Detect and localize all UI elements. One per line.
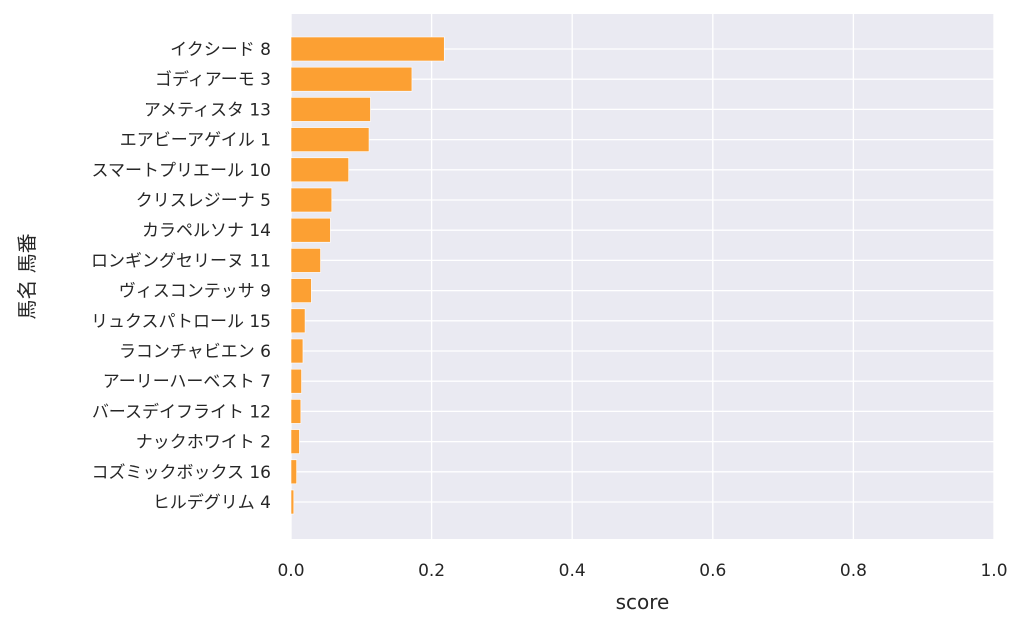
plot-background [291,14,994,539]
category-label: クリスレジーナ 5 [136,191,271,211]
bar [290,127,370,152]
category-label: ヴィスコンテッサ 9 [119,282,271,302]
x-tick-label: 0.4 [559,561,586,581]
bar [290,489,295,515]
category-label: アーリーハーベスト 7 [103,372,271,392]
category-label: ナックホワイト 2 [136,433,271,453]
x-tick-label: 0.2 [418,561,445,581]
category-label: カラペルソナ 14 [142,221,271,241]
x-tick-labels: 0.0 0.2 0.4 0.6 0.8 1.0 [277,561,1007,581]
category-label: ゴディアーモ 3 [155,69,271,90]
bar [290,157,349,183]
category-label: コズミックボックス 16 [91,463,271,483]
x-tick-label: 0.8 [840,561,867,581]
bar [290,36,445,62]
bar [290,278,312,303]
bar [290,217,331,243]
category-label: アメティスタ 13 [144,100,271,120]
x-tick-label: 0.0 [277,561,304,581]
grid-lines [290,14,995,539]
category-label: イクシード 8 [170,40,271,60]
bar [290,368,302,394]
category-label: リュクスパトロール 15 [91,312,271,332]
x-tick-label: 0.6 [699,561,726,581]
y-axis-label: 馬名 馬番 [15,233,39,319]
bar [290,338,304,364]
category-label: エアビーアゲイル 1 [120,131,271,151]
bar [290,97,371,122]
x-axis-label: score [616,590,670,614]
bar [290,459,297,485]
category-labels: イクシード 8 ゴディアーモ 3 アメティスタ 13 エアビーアゲイル 1 スマートプリ… [91,40,271,513]
bar [290,308,306,334]
x-tick-label: 1.0 [980,561,1007,581]
category-label: スマートプリエール 10 [91,161,271,181]
category-label: バースデイフライト 12 [92,401,271,422]
bar [290,66,413,92]
bar [290,399,302,424]
category-label: ヒルデグリム 4 [153,492,271,513]
bar [290,429,300,454]
bar [290,187,333,213]
category-label: ロンギングセリーヌ 11 [91,251,271,271]
category-label: ラコンチャビエン 6 [119,342,271,362]
bars [290,36,445,515]
bar [290,248,321,273]
